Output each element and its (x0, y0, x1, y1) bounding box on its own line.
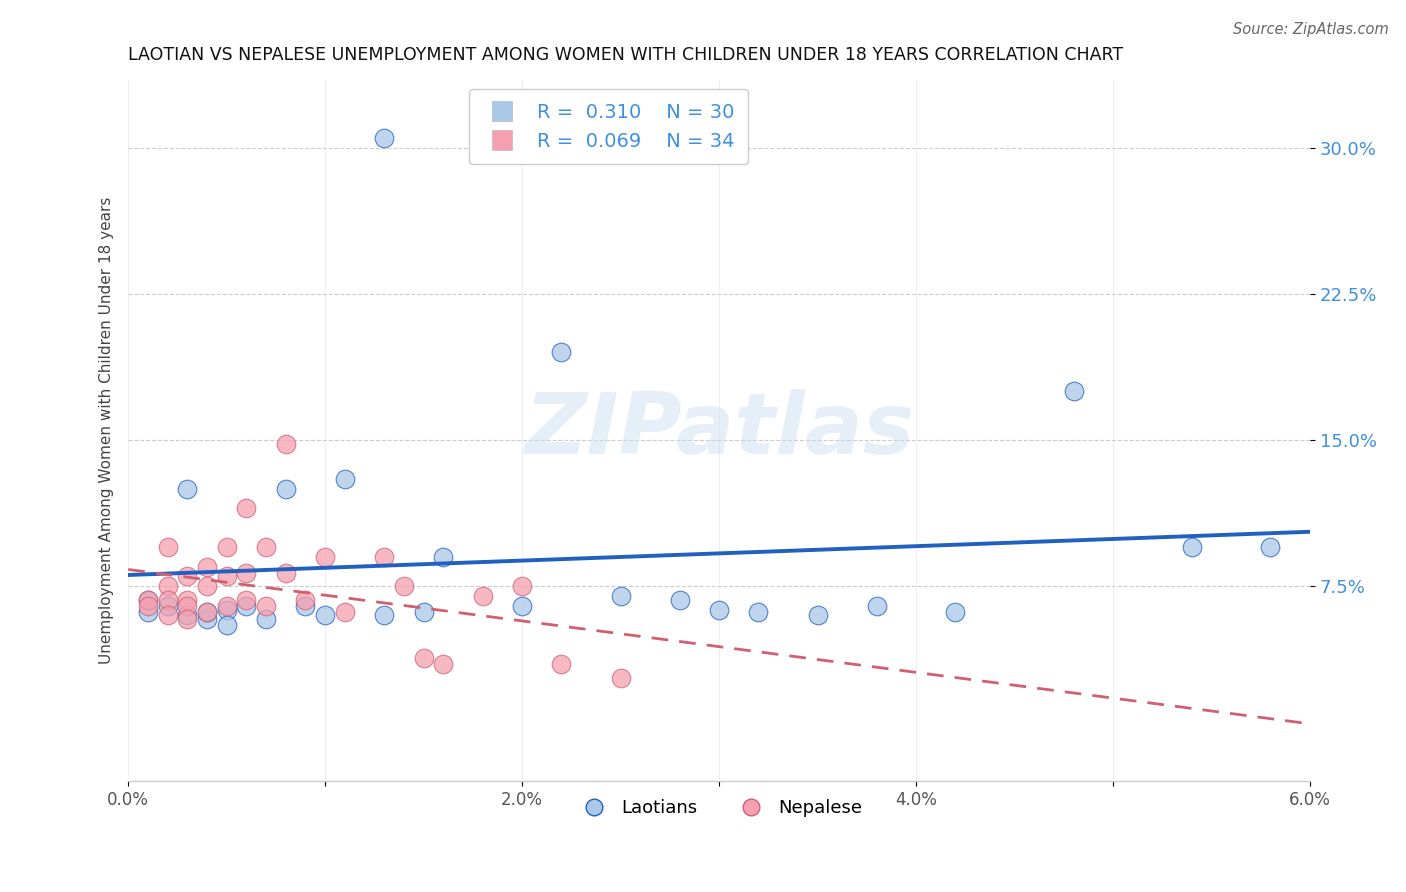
Point (215, 602, 238, 616)
Point (294, 599, 316, 613)
Point (333, 605, 356, 619)
Point (136, 599, 159, 613)
Text: LAOTIAN VS NEPALESE UNEMPLOYMENT AMONG WOMEN WITH CHILDREN UNDER 18 YEARS CORREL: LAOTIAN VS NEPALESE UNEMPLOYMENT AMONG W… (128, 46, 1123, 64)
Point (176, 482, 198, 496)
Point (510, 599, 533, 613)
Point (176, 569, 198, 583)
Point (156, 540, 179, 554)
Point (412, 651, 434, 665)
Point (215, 540, 238, 554)
Point (195, 559, 218, 574)
Point (747, 605, 769, 619)
Point (254, 599, 277, 613)
Point (235, 592, 257, 607)
Point (215, 599, 238, 613)
Point (314, 549, 336, 564)
Point (865, 599, 887, 613)
Point (235, 501, 257, 516)
Point (136, 592, 159, 607)
Point (1181, 540, 1204, 554)
Point (314, 608, 336, 623)
Point (373, 549, 395, 564)
Point (943, 605, 966, 619)
Point (274, 566, 297, 580)
Point (195, 579, 218, 593)
Point (274, 482, 297, 496)
Y-axis label: Unemployment Among Women with Children Under 18 years: Unemployment Among Women with Children U… (100, 196, 114, 664)
Point (215, 569, 238, 583)
Point (432, 549, 454, 564)
Point (707, 602, 730, 616)
Point (392, 579, 415, 593)
Point (195, 612, 218, 626)
Point (176, 612, 198, 626)
Point (176, 592, 198, 607)
Point (550, 345, 572, 359)
Point (156, 592, 179, 607)
Point (156, 608, 179, 623)
Point (432, 657, 454, 672)
Point (550, 657, 572, 672)
Point (373, 608, 395, 623)
Point (176, 599, 198, 613)
Point (609, 671, 631, 685)
Point (806, 608, 828, 623)
Point (254, 612, 277, 626)
Point (195, 605, 218, 619)
Point (274, 437, 297, 451)
Point (254, 540, 277, 554)
Point (668, 592, 690, 607)
Point (471, 589, 494, 603)
Point (215, 618, 238, 632)
Point (373, 131, 395, 145)
Point (294, 592, 316, 607)
Point (609, 589, 631, 603)
Point (136, 605, 159, 619)
Point (235, 599, 257, 613)
Point (195, 605, 218, 619)
Legend: Laotians, Nepalese: Laotians, Nepalese (568, 792, 869, 824)
Point (1260, 540, 1282, 554)
Point (333, 472, 356, 486)
Point (412, 605, 434, 619)
Text: Source: ZipAtlas.com: Source: ZipAtlas.com (1233, 22, 1389, 37)
Point (156, 599, 179, 613)
Point (510, 579, 533, 593)
Point (1063, 384, 1085, 399)
Point (136, 592, 159, 607)
Point (176, 608, 198, 623)
Point (156, 579, 179, 593)
Text: ZIPatlas: ZIPatlas (524, 389, 914, 472)
Point (235, 566, 257, 580)
